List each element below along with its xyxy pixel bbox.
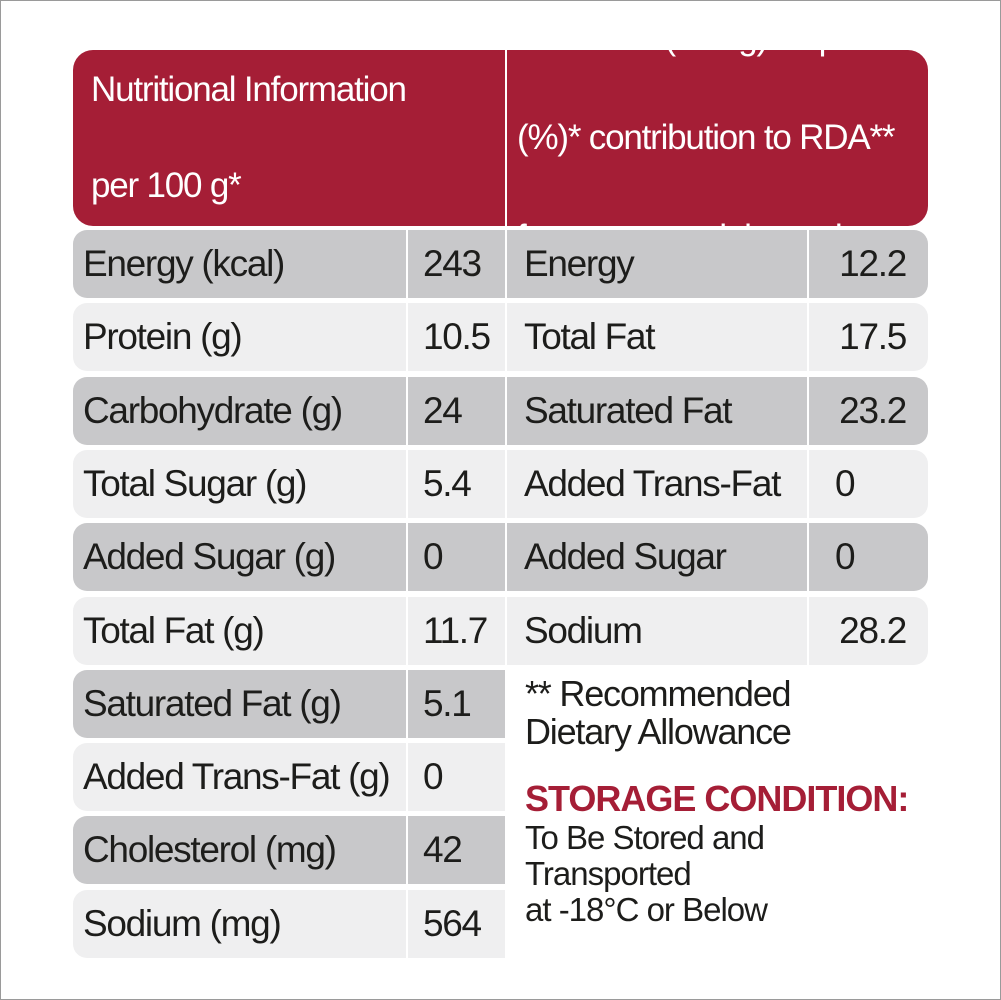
nutrition-value: 5.1 <box>423 683 472 724</box>
rda-row: Added Trans-Fat 0 <box>507 450 928 518</box>
rda-row: Saturated Fat 23.2 <box>507 377 928 445</box>
nutrition-row: Added Sugar (g) 0 <box>73 523 505 591</box>
nutrition-label: Total Fat (g) <box>83 610 265 651</box>
nutrition-label: Total Sugar (g) <box>83 463 307 504</box>
nutrition-label: Cholesterol (mg) <box>83 829 337 870</box>
nutrition-row: Energy (kcal) 243 <box>73 230 505 298</box>
nutrition-column-divider <box>406 670 408 738</box>
rda-value: 0 <box>835 463 856 504</box>
nutrition-column-divider <box>406 450 408 518</box>
nutrition-label: Energy (kcal) <box>83 243 285 284</box>
nutrition-column-divider <box>406 523 408 591</box>
nutrition-label: Carbohydrate (g) <box>83 390 343 431</box>
nutrition-value: 0 <box>423 756 444 797</box>
rda-column-divider <box>807 450 809 518</box>
nutrition-label: Added Sugar (g) <box>83 536 336 577</box>
nutrition-value: 243 <box>423 243 482 284</box>
rda-label: Sodium <box>524 610 643 651</box>
storage-instructions: To Be Stored and Transported at -18°C or… <box>525 819 768 928</box>
rda-footnote-line-2: Dietary Allowance <box>525 711 792 752</box>
storage-title: STORAGE CONDITION: <box>525 778 909 819</box>
storage-line-1: To Be Stored and <box>525 819 765 856</box>
rda-column-divider <box>807 230 809 298</box>
rda-footnote-line-1: ** Recommended <box>525 673 792 714</box>
rda-row: Total Fat 17.5 <box>507 303 928 371</box>
rda-row: Energy 12.2 <box>507 230 928 298</box>
nutrition-value: 0 <box>423 536 444 577</box>
nutrition-row: Cholesterol (mg) 42 <box>73 816 505 884</box>
nutrition-column-divider <box>406 890 408 958</box>
rda-footnote: ** Recommended Dietary Allowance <box>525 673 792 752</box>
nutrition-label: Saturated Fat (g) <box>83 683 342 724</box>
nutrition-row: Sodium (mg) 564 <box>73 890 505 958</box>
rda-value: 12.2 <box>839 243 907 284</box>
nutrition-value: 24 <box>423 390 463 431</box>
nutrition-column-divider <box>406 816 408 884</box>
rda-row: Added Sugar 0 <box>507 523 928 591</box>
rda-label: Saturated Fat <box>524 390 733 431</box>
rda-column-divider <box>807 597 809 665</box>
nutrition-column-divider <box>406 377 408 445</box>
rda-label: Added Sugar <box>524 536 727 577</box>
nutrition-label: Added Trans-Fat (g) <box>83 756 391 797</box>
nutrition-row: Added Trans-Fat (g) 0 <box>73 743 505 811</box>
rda-header-line-1: Per serve (100 g) as percent <box>517 18 928 57</box>
nutrition-label: Protein (g) <box>83 316 243 357</box>
rda-row: Sodium 28.2 <box>507 597 928 665</box>
nutrition-column-divider <box>406 743 408 811</box>
rda-value: 28.2 <box>839 610 907 651</box>
nutrition-column-divider <box>406 303 408 371</box>
nutrition-row: Carbohydrate (g) 24 <box>73 377 505 445</box>
rda-header-line-2: (%)* contribution to RDA** <box>517 118 896 157</box>
rda-label: Total Fat <box>524 316 656 357</box>
rda-value: 23.2 <box>839 390 907 431</box>
rda-label: Energy <box>524 243 635 284</box>
nutrition-value: 10.5 <box>423 316 491 357</box>
nutrition-column-divider <box>406 597 408 665</box>
nutrition-column-divider <box>406 230 408 298</box>
header-divider <box>505 50 507 226</box>
nutrition-label: Sodium (mg) <box>83 903 282 944</box>
nutrition-value: 5.4 <box>423 463 472 504</box>
rda-column-divider <box>807 303 809 371</box>
nutrition-header-line-1: Nutritional Information <box>91 70 407 109</box>
storage-line-2: Transported <box>525 855 692 892</box>
rda-value: 17.5 <box>839 316 907 357</box>
nutrition-value: 564 <box>423 903 482 944</box>
nutrition-row: Protein (g) 10.5 <box>73 303 505 371</box>
rda-column-divider <box>807 523 809 591</box>
rda-column-divider <box>807 377 809 445</box>
rda-label: Added Trans-Fat <box>524 463 781 504</box>
rda-value: 0 <box>835 536 856 577</box>
nutrition-header: Nutritional Information per 100 g* <box>73 50 505 226</box>
nutrition-value: 11.7 <box>423 610 488 651</box>
nutrition-header-line-2: per 100 g* <box>91 166 242 205</box>
nutrition-row: Saturated Fat (g) 5.1 <box>73 670 505 738</box>
nutrition-row: Total Fat (g) 11.7 <box>73 597 505 665</box>
rda-header: Per serve (100 g) as percent (%)* contri… <box>507 18 928 257</box>
storage-line-3: at -18°C or Below <box>525 891 768 928</box>
nutrition-value: 42 <box>423 829 463 870</box>
nutrition-row: Total Sugar (g) 5.4 <box>73 450 505 518</box>
